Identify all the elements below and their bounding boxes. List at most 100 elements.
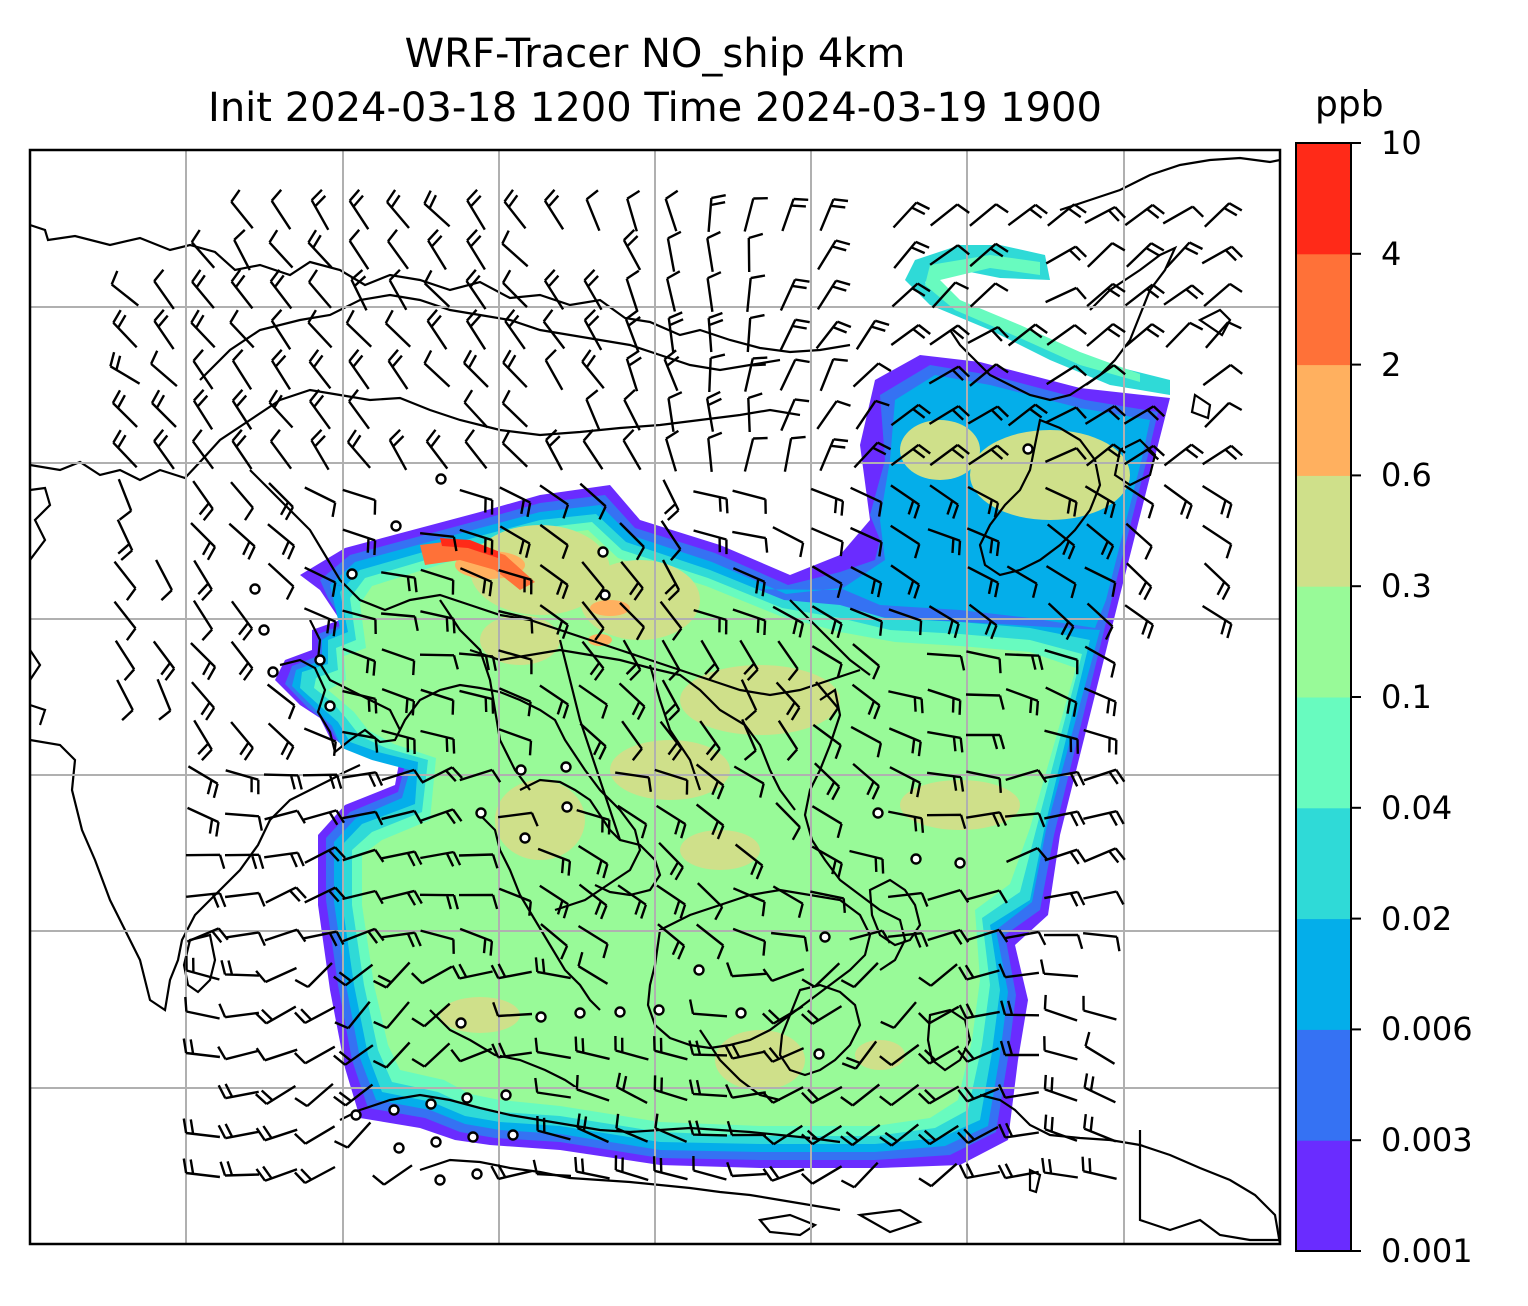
calm-wind-circle — [393, 1142, 405, 1154]
wind-barb — [450, 1047, 493, 1063]
wind-barb — [615, 1072, 648, 1104]
wind-barb — [852, 362, 892, 388]
calm-wind-circle — [314, 654, 326, 666]
wind-barb — [999, 1040, 1039, 1057]
wind-barb — [888, 727, 922, 757]
wind-barb — [841, 1040, 878, 1070]
wind-barb — [819, 358, 848, 392]
wind-barb — [743, 436, 768, 472]
calm-wind-circle — [574, 1007, 586, 1019]
wind-barb — [346, 429, 372, 469]
wind-barb — [890, 324, 931, 346]
wind-barb — [625, 349, 642, 392]
wind-barb — [732, 927, 767, 956]
colorbar-segment — [1296, 475, 1351, 587]
wind-barb — [182, 1158, 221, 1179]
wind-barb — [1083, 1073, 1116, 1104]
wind-barb — [532, 1159, 572, 1178]
wind-barb — [1202, 444, 1243, 466]
wind-barb — [890, 443, 931, 467]
wind-barb — [969, 363, 1009, 387]
country-borders — [199, 293, 871, 1102]
wind-barb — [1045, 486, 1078, 517]
wind-barb — [724, 1043, 766, 1060]
wind-barb — [850, 486, 883, 517]
calm-wind-circle — [350, 1109, 362, 1121]
wind-barb — [388, 428, 408, 471]
wind-barb — [534, 1077, 571, 1099]
wind-barb — [617, 804, 648, 839]
colorbar-frame — [1295, 142, 1352, 1252]
wind-barb — [918, 963, 958, 987]
wind-barb — [576, 1113, 609, 1144]
wind-barb — [1046, 324, 1087, 346]
wind-barb — [255, 1125, 298, 1142]
wind-barb — [1006, 847, 1048, 863]
wind-barb — [840, 1083, 881, 1107]
wind-barb — [762, 1047, 805, 1063]
wind-barb — [230, 189, 254, 229]
wind-barb — [1084, 485, 1116, 519]
wind-barb — [1000, 1000, 1040, 1017]
calm-wind-circle — [390, 520, 402, 532]
wind-barb — [231, 348, 253, 391]
wind-barb — [224, 853, 265, 870]
wind-barb — [622, 428, 642, 471]
wind-barb — [578, 883, 608, 920]
wind-barb — [621, 720, 643, 761]
wind-barb — [917, 1045, 960, 1065]
wind-barb — [815, 320, 852, 350]
wind-barb — [1082, 932, 1121, 952]
wind-barb — [744, 356, 768, 392]
wind-barb — [539, 564, 569, 600]
wind-barb — [459, 652, 497, 671]
wind-barb — [1045, 406, 1087, 424]
wind-barb — [928, 365, 971, 385]
wind-barb — [333, 1083, 374, 1107]
wind-barb — [1045, 245, 1088, 265]
wind-barb — [581, 600, 605, 641]
calm-wind-circle — [455, 1017, 467, 1029]
wind-barb — [427, 228, 447, 271]
wind-barb — [501, 429, 529, 468]
wind-barb — [967, 566, 1000, 598]
wind-barb — [294, 1005, 336, 1025]
wind-barb — [497, 811, 539, 827]
wind-barb — [1081, 1156, 1117, 1180]
wind-barb — [801, 962, 841, 988]
wind-barb — [233, 229, 251, 271]
wind-barb — [661, 639, 681, 682]
wind-barb — [849, 929, 891, 944]
wind-barb — [581, 349, 605, 389]
colorbar-segment — [1296, 586, 1351, 698]
wind-barb — [927, 688, 962, 715]
colorbar-segment — [1296, 1140, 1351, 1252]
wind-barb — [667, 391, 683, 432]
wind-barb — [372, 1041, 411, 1069]
wind-barb — [741, 718, 757, 761]
calm-wind-circle — [515, 764, 527, 776]
wind-barb — [888, 810, 925, 833]
wind-barb — [1084, 566, 1117, 598]
wind-barb — [1039, 959, 1079, 978]
wind-barb — [1083, 810, 1125, 827]
wind-barb — [879, 1123, 920, 1147]
calm-wind-circle — [693, 964, 705, 976]
wind-barb — [193, 719, 213, 762]
wind-barb — [265, 886, 307, 904]
wind-barb — [811, 845, 843, 878]
wind-barb — [879, 1083, 920, 1107]
wind-barb — [1201, 484, 1233, 519]
wind-barb — [458, 893, 499, 910]
wind-barb — [270, 189, 292, 230]
wind-barb — [693, 608, 728, 635]
wind-barb — [498, 887, 532, 916]
colorbar-tick-label: 4 — [1381, 234, 1402, 273]
wind-barb — [264, 809, 306, 824]
calm-wind-circle — [910, 853, 922, 865]
wind-barb — [693, 529, 728, 555]
wind-barb — [928, 605, 960, 639]
wind-barb — [342, 889, 384, 905]
wind-barb — [1083, 847, 1126, 864]
wind-barb — [623, 389, 641, 431]
